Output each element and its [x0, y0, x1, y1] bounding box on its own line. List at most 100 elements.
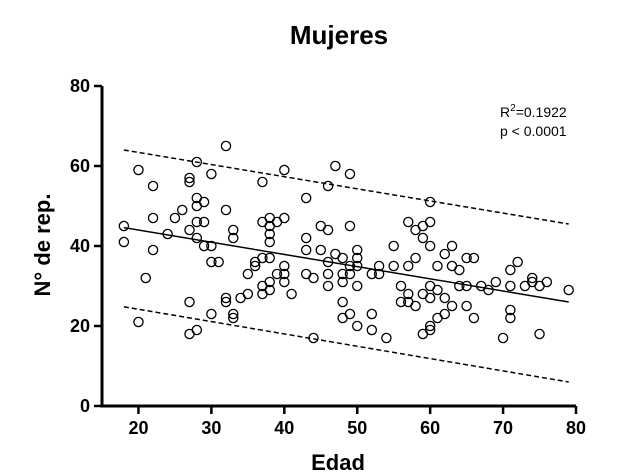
data-point — [322, 268, 334, 280]
data-point — [432, 260, 443, 272]
x-tick-label: 30 — [201, 418, 221, 438]
x-axis-label: Edad — [311, 450, 365, 475]
data-point — [446, 240, 458, 252]
data-point — [322, 224, 334, 236]
data-point — [337, 268, 348, 280]
data-point — [366, 308, 378, 320]
x-tick-label: 40 — [274, 418, 294, 438]
data-point — [279, 268, 290, 280]
data-point — [497, 332, 509, 344]
x-tick-label: 50 — [347, 418, 367, 438]
chart-title: Mujeres — [290, 20, 388, 50]
data-point — [228, 232, 239, 244]
data-point — [439, 292, 450, 304]
lower-prediction-band — [123, 306, 569, 383]
y-tick-label: 0 — [80, 396, 90, 416]
data-point — [118, 220, 130, 232]
p-value-annotation: p < 0.0001 — [500, 123, 567, 139]
data-point — [147, 212, 159, 224]
data-point — [468, 252, 480, 264]
data-point — [169, 212, 181, 224]
r-squared-value: =0.1922 — [516, 104, 567, 120]
data-point — [344, 308, 356, 320]
data-point — [191, 216, 203, 228]
data-point — [271, 268, 283, 280]
data-point — [483, 284, 494, 296]
data-point — [439, 248, 450, 260]
r-squared-annotation: R2=0.1922 — [500, 103, 567, 120]
data-point — [541, 276, 553, 288]
data-point — [184, 176, 195, 188]
data-point — [446, 300, 458, 312]
data-point — [322, 280, 334, 292]
data-point — [147, 244, 159, 256]
data-point — [439, 308, 450, 320]
data-point — [191, 324, 203, 336]
data-point — [461, 252, 472, 264]
data-point — [184, 296, 195, 308]
data-point — [424, 324, 436, 336]
data-point — [454, 264, 465, 276]
data-point — [315, 244, 327, 256]
data-point — [351, 252, 363, 264]
data-point — [184, 172, 195, 184]
data-point — [337, 276, 348, 288]
r-squared-superscript: 2 — [510, 103, 516, 114]
data-point — [461, 300, 472, 312]
y-tick-label: 40 — [70, 236, 90, 256]
data-point — [242, 268, 254, 280]
data-point — [424, 240, 436, 252]
data-point — [395, 296, 407, 308]
data-point — [505, 304, 516, 316]
data-point — [468, 312, 480, 324]
y-axis-label: N° de rep. — [30, 194, 55, 297]
data-point — [279, 164, 290, 176]
data-points — [118, 140, 574, 344]
data-point — [417, 232, 429, 244]
data-point — [264, 228, 275, 240]
data-point — [337, 252, 348, 264]
data-point — [220, 296, 232, 308]
data-point — [403, 216, 414, 228]
data-point — [330, 160, 341, 172]
data-point — [118, 236, 130, 248]
data-point — [191, 156, 203, 168]
y-tick-label: 80 — [70, 76, 90, 96]
data-point — [351, 244, 363, 256]
regression-lines — [123, 149, 569, 383]
data-point — [424, 320, 436, 332]
data-point — [344, 220, 356, 232]
data-point — [198, 196, 210, 208]
y-tick-label: 20 — [70, 316, 90, 336]
data-point — [264, 276, 275, 288]
data-point — [410, 252, 421, 264]
data-point — [133, 164, 144, 176]
upper-prediction-band — [123, 149, 569, 225]
x-tick-label: 70 — [493, 418, 513, 438]
regression-fit-line — [123, 226, 569, 303]
data-point — [206, 168, 217, 180]
data-point — [505, 280, 516, 292]
data-point — [147, 180, 159, 192]
data-point — [264, 252, 275, 264]
data-point — [140, 272, 152, 284]
data-point — [228, 308, 239, 320]
r-squared-prefix: R — [500, 104, 510, 120]
data-point — [351, 320, 363, 332]
data-point — [432, 284, 443, 296]
data-point — [206, 308, 217, 320]
data-point — [526, 272, 538, 284]
data-point — [337, 296, 348, 308]
data-point — [279, 260, 290, 272]
data-point — [279, 276, 290, 288]
data-point — [191, 232, 203, 244]
data-point — [228, 224, 239, 236]
data-point — [220, 204, 232, 216]
data-point — [534, 328, 545, 340]
data-point — [249, 260, 261, 272]
data-point — [300, 244, 312, 256]
data-point — [490, 276, 502, 288]
data-point — [505, 312, 516, 324]
y-tick-label: 60 — [70, 156, 90, 176]
